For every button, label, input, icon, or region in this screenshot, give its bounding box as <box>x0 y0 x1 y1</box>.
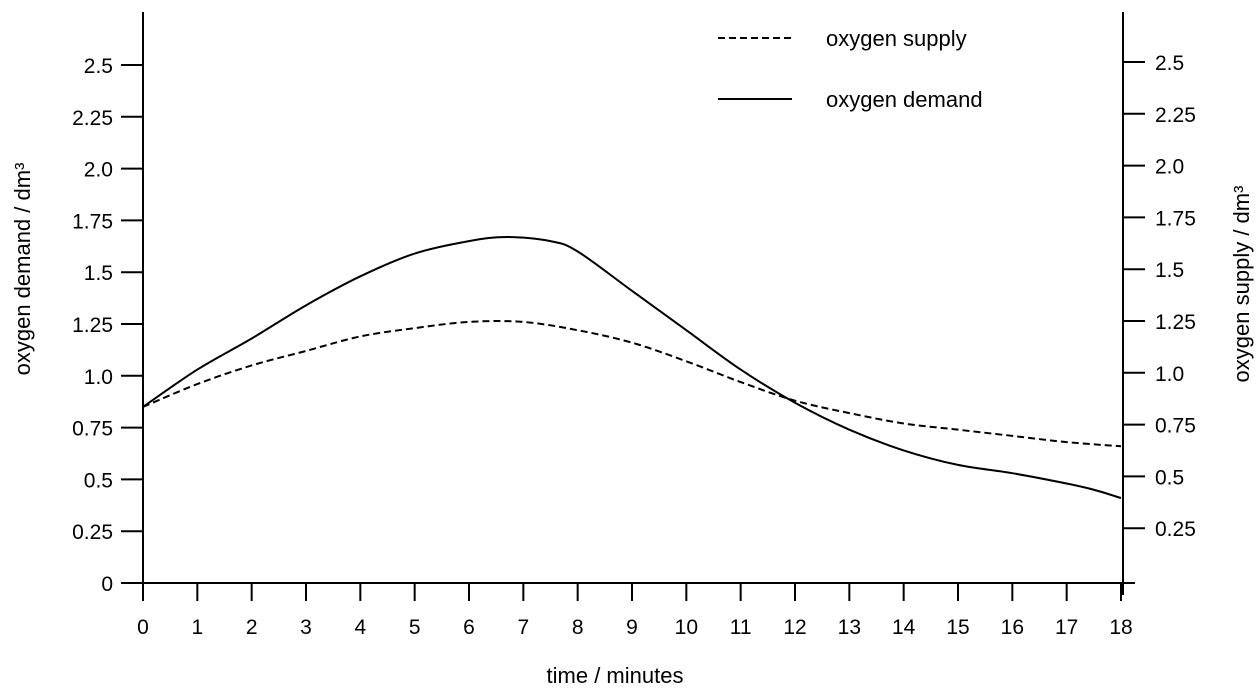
x-tick-label: 10 <box>675 616 698 639</box>
left-y-axis-title: oxygen demand / dm³ <box>10 163 35 376</box>
right-y-tick-label: 0.75 <box>1155 415 1196 438</box>
legend-label-oxygen-supply: oxygen supply <box>826 26 967 51</box>
left-y-tick-label: 2.0 <box>84 159 113 182</box>
x-tick-label: 12 <box>783 616 806 639</box>
x-tick-label: 14 <box>892 616 916 639</box>
legend: oxygen supply oxygen demand <box>718 26 983 112</box>
right-y-tick-label: 1.5 <box>1155 259 1184 282</box>
x-tick-label: 15 <box>946 616 969 639</box>
left-y-tick-label: 2.25 <box>72 107 113 130</box>
x-tick-label: 11 <box>730 616 752 639</box>
x-tick-label: 6 <box>463 616 475 639</box>
x-tick-label: 17 <box>1055 616 1078 639</box>
x-tick-label: 1 <box>191 616 203 639</box>
right-y-axis-title: oxygen supply / dm³ <box>1229 186 1254 383</box>
legend-label-oxygen-demand: oxygen demand <box>826 87 983 112</box>
x-tick-label: 13 <box>838 616 861 639</box>
x-tick-label: 8 <box>572 616 584 639</box>
left-y-tick-label: 1.5 <box>84 262 113 285</box>
right-y-tick-label: 0.25 <box>1155 518 1196 541</box>
series-lines <box>142 235 1122 500</box>
axes <box>123 12 1135 595</box>
x-tick-label: 7 <box>517 616 529 639</box>
left-y-tick-label: 0 <box>101 573 113 596</box>
right-y-tick-label: 1.75 <box>1155 207 1196 230</box>
left-y-tick-label: 1.75 <box>72 210 113 233</box>
x-tick-label: 4 <box>354 616 366 639</box>
x-tick-label: 16 <box>1001 616 1024 639</box>
right-y-tick-label: 2.25 <box>1155 104 1196 127</box>
x-axis-title: time / minutes <box>547 663 684 688</box>
x-tick-label: 3 <box>300 616 312 639</box>
x-tick-label: 18 <box>1109 616 1132 639</box>
right-y-tick-label: 0.5 <box>1155 466 1184 489</box>
x-tick-label: 0 <box>137 616 149 639</box>
right-y-tick-label: 1.0 <box>1155 363 1184 386</box>
x-tick-label: 5 <box>409 616 421 639</box>
left-y-tick-label: 0.25 <box>72 521 113 544</box>
x-tick-label: 2 <box>246 616 258 639</box>
series-line-oxygen-supply <box>142 320 1122 448</box>
left-y-tick-label: 2.5 <box>84 55 113 78</box>
series-line-oxygen-demand <box>142 235 1122 500</box>
left-y-tick-label: 1.0 <box>84 366 113 389</box>
ticks: 0 1 2 3 4 5 6 7 8 9 10 11 12 13 14 15 16 17 1800.250.50.75… <box>72 52 1196 639</box>
left-y-tick-label: 0.75 <box>72 418 113 441</box>
right-y-tick-label: 2.5 <box>1155 52 1184 75</box>
right-y-tick-label: 2.0 <box>1155 156 1184 179</box>
x-tick-label: 9 <box>626 616 638 639</box>
right-y-tick-label: 1.25 <box>1155 311 1196 334</box>
left-y-tick-label: 1.25 <box>72 314 113 337</box>
left-y-tick-label: 0.5 <box>84 469 113 492</box>
